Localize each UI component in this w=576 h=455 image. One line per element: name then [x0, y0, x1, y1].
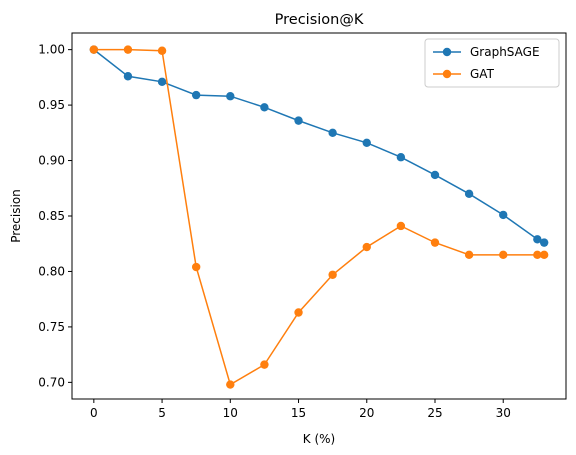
data-point-gat — [397, 222, 405, 230]
data-point-gat — [328, 271, 336, 279]
series-line-gat — [94, 50, 544, 385]
data-point-gat — [431, 238, 439, 246]
data-point-graphsage — [192, 91, 200, 99]
data-point-gat — [226, 380, 234, 388]
data-point-gat — [499, 251, 507, 259]
data-point-gat — [192, 263, 200, 271]
data-point-gat — [158, 47, 166, 55]
data-point-graphsage — [540, 238, 548, 246]
y-tick-label: 0.85 — [38, 209, 65, 223]
x-tick-label: 5 — [158, 406, 166, 420]
x-tick-label: 0 — [90, 406, 98, 420]
data-point-graphsage — [124, 72, 132, 80]
data-point-gat — [90, 45, 98, 53]
x-tick-label: 30 — [496, 406, 511, 420]
y-tick-label: 0.75 — [38, 320, 65, 334]
x-tick-label: 15 — [291, 406, 306, 420]
data-point-graphsage — [158, 78, 166, 86]
legend-marker-gat — [443, 70, 451, 78]
y-axis-label: Precision — [9, 189, 23, 243]
x-tick-label: 10 — [223, 406, 238, 420]
data-point-graphsage — [294, 116, 302, 124]
x-tick-label: 20 — [359, 406, 374, 420]
plot-area — [90, 45, 549, 388]
data-point-gat — [124, 45, 132, 53]
y-tick-label: 0.80 — [38, 264, 65, 278]
data-point-gat — [363, 243, 371, 251]
data-point-graphsage — [499, 211, 507, 219]
data-point-gat — [260, 360, 268, 368]
y-tick-label: 1.00 — [38, 43, 65, 57]
x-axis-label: K (%) — [303, 432, 335, 446]
data-point-graphsage — [431, 171, 439, 179]
data-point-graphsage — [260, 103, 268, 111]
y-axis-ticks: 0.70 0.75 0.80 0.85 0.90 0.95 1.00 — [38, 43, 72, 390]
data-point-graphsage — [328, 129, 336, 137]
legend-label-graphsage: GraphSAGE — [470, 45, 540, 59]
x-tick-label: 25 — [427, 406, 442, 420]
data-point-gat — [294, 308, 302, 316]
data-point-graphsage — [397, 153, 405, 161]
axes-frame — [72, 33, 566, 399]
legend-marker-graphsage — [443, 48, 451, 56]
legend-label-gat: GAT — [470, 67, 495, 81]
chart-title: Precision@K — [275, 12, 364, 28]
data-point-gat — [540, 251, 548, 259]
y-tick-label: 0.70 — [38, 375, 65, 389]
data-point-gat — [465, 251, 473, 259]
y-tick-label: 0.95 — [38, 98, 65, 112]
x-axis-ticks: 0 5 10 15 20 25 30 — [90, 399, 511, 420]
data-point-graphsage — [465, 190, 473, 198]
y-tick-label: 0.90 — [38, 154, 65, 168]
data-point-graphsage — [363, 139, 371, 147]
legend: GraphSAGE GAT — [425, 39, 559, 87]
data-point-graphsage — [226, 92, 234, 100]
